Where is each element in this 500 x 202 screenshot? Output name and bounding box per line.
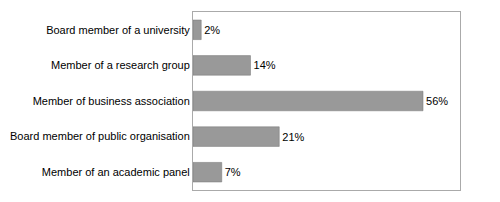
- svg-text:Board member of public organis: Board member of public organisation: [10, 130, 190, 142]
- svg-text:Board member of a university: Board member of a university: [46, 24, 190, 36]
- svg-text:21%: 21%: [282, 131, 304, 143]
- svg-text:56%: 56%: [426, 95, 448, 107]
- svg-text:Member of an academic panel: Member of an academic panel: [42, 166, 190, 178]
- svg-text:7%: 7%: [225, 166, 241, 178]
- svg-text:14%: 14%: [254, 59, 276, 71]
- svg-text:2%: 2%: [204, 24, 220, 36]
- svg-text:Member of a research group: Member of a research group: [51, 59, 190, 71]
- svg-text:Member of business association: Member of business association: [33, 95, 190, 107]
